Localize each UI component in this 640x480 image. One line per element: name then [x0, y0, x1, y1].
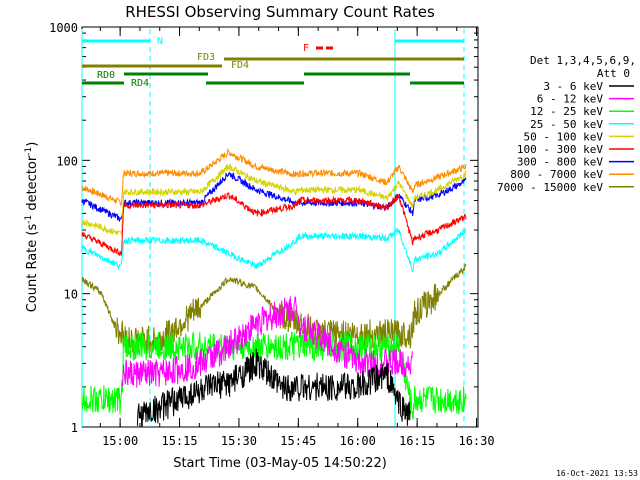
y-axis-label-end: ): [25, 142, 40, 147]
legend-entry-label: 25 - 50 keV: [530, 118, 603, 131]
rd0-label: RD0: [97, 70, 115, 81]
legend-entry-label: 6 - 12 keV: [537, 93, 604, 106]
legend-entry-label: 3 - 6 keV: [543, 80, 603, 93]
x-tick-label: 16:15: [399, 434, 435, 448]
x-tick-label: 16:00: [340, 434, 376, 448]
series-line-4: [81, 227, 467, 273]
x-axis-ticks: 15:00 15:15 15:30 15:45 16:00 16:15 16:30: [99, 27, 495, 448]
fd4-label: FD4: [231, 60, 249, 71]
y-axis-label-sup1: -1: [24, 215, 34, 224]
timestamp: 16-Oct-2021 13:53: [556, 469, 638, 478]
y-axis-label-sup2: -1: [24, 147, 34, 156]
legend-header-attenuator: Att 0: [597, 67, 630, 80]
fd3-label: FD3: [197, 52, 215, 63]
series-line-2: [81, 163, 467, 236]
y-axis-label-mid: detector: [25, 155, 40, 215]
y-tick-label: 10: [64, 288, 78, 302]
status-bars: N F FD3 FD4 RD0 RD4: [82, 36, 464, 89]
x-axis-label: Start Time (03-May-05 14:50:22): [173, 456, 387, 471]
series-line-8: [136, 348, 411, 428]
y-tick-label: 1000: [49, 21, 78, 35]
legend-entry-label: 7000 - 15000 keV: [497, 181, 603, 194]
legend-entry-label: 100 - 300 keV: [517, 143, 603, 156]
x-tick-label: 15:30: [221, 434, 257, 448]
flare-label: F: [303, 43, 309, 54]
legend-entry-label: 50 - 100 keV: [524, 130, 604, 143]
x-tick-label: 15:45: [280, 434, 316, 448]
y-tick-label: 100: [56, 154, 78, 168]
rd4-label: RD4: [131, 78, 149, 89]
series-line-0: [81, 148, 467, 206]
y-tick-label: 1: [71, 421, 78, 435]
y-axis-ticks: 1 10 100 1000: [49, 21, 478, 435]
series-line-7: [121, 296, 413, 388]
data-series: [81, 148, 467, 428]
y-axis-label-main: Count Rate (s: [25, 224, 40, 313]
legend-header-detectors: Det 1,3,4,5,6,9,: [530, 54, 636, 67]
x-tick-label: 15:00: [102, 434, 138, 448]
series-line-6: [81, 331, 467, 421]
y-axis-label: Count Rate (s-1 detector-1): [24, 142, 40, 313]
chart-title: RHESSI Observing Summary Count Rates: [125, 3, 435, 21]
x-tick-label: 15:15: [161, 434, 197, 448]
legend-entry-label: 12 - 25 keV: [530, 105, 603, 118]
legend-entry-label: 300 - 800 keV: [517, 156, 603, 169]
series-line-3: [81, 191, 467, 257]
night-label: N: [157, 36, 163, 47]
legend-entry-label: 800 - 7000 keV: [510, 168, 603, 181]
x-tick-label: 16:30: [458, 434, 494, 448]
